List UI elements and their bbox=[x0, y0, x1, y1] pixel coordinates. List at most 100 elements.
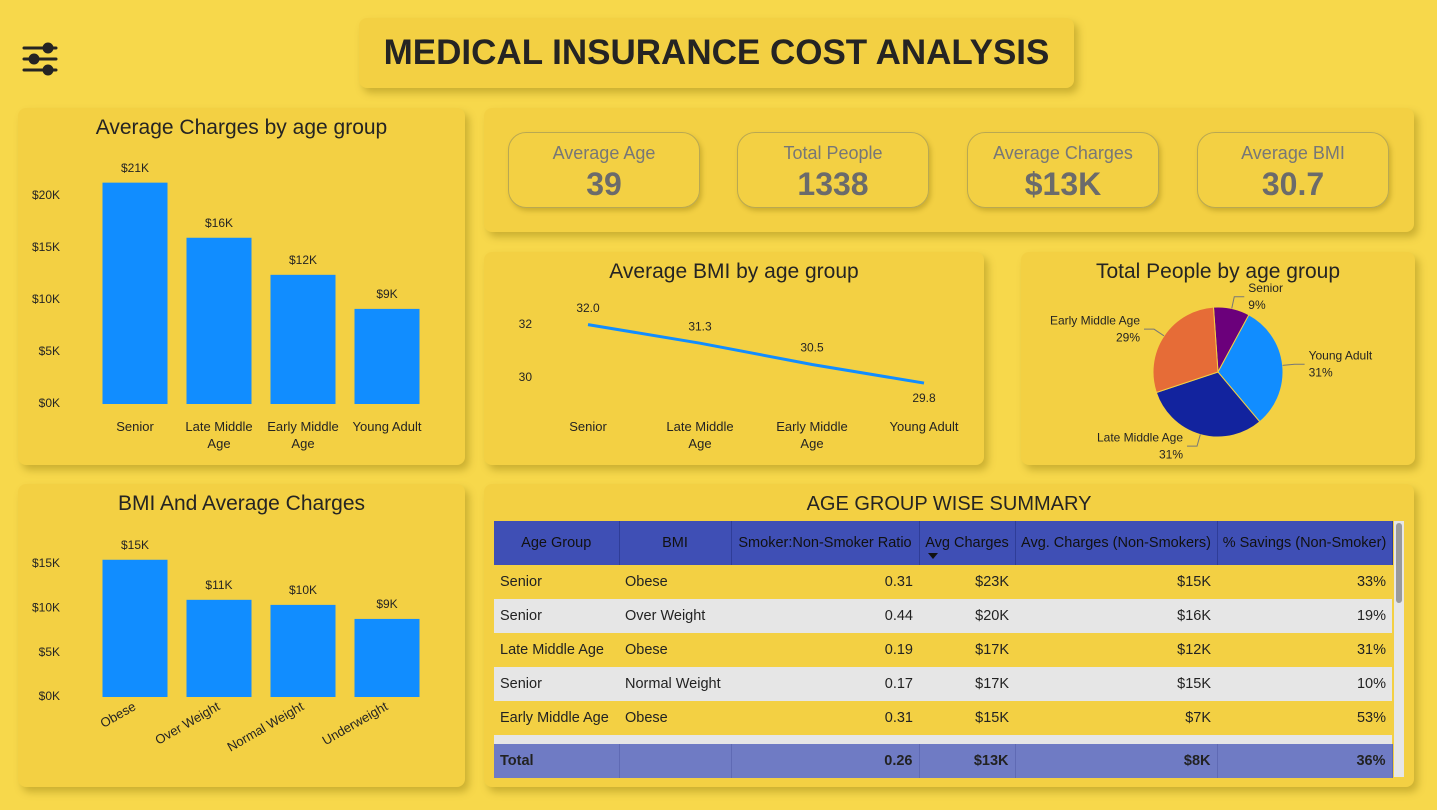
slice-label: Young Adult bbox=[1309, 348, 1373, 362]
slice-value: 31% bbox=[1309, 365, 1333, 379]
table-cell: 10% bbox=[1217, 667, 1392, 701]
chart: $0K $5K $10K $15K $20K $21K $16K $12K $9K bbox=[32, 161, 420, 410]
data-label: $9K bbox=[376, 597, 397, 611]
table-cell: 0.19 bbox=[884, 642, 913, 658]
bar bbox=[270, 274, 336, 404]
total-cell: $13K bbox=[919, 744, 1016, 778]
total-row: Total 0.26 $13K $8K 36% bbox=[494, 744, 1393, 778]
table-cell bbox=[619, 744, 732, 778]
chart-panel: BMI And Average Charges $0K $5K $10K $15K Ob… bbox=[18, 484, 465, 787]
table-row bbox=[494, 735, 1392, 744]
summary-table: Age Group BMI Smoker:Non-Smoker Ratio Avg C… bbox=[494, 521, 1393, 778]
table-row: Senior Over Weight 0.44 $20K $16K 19% bbox=[494, 599, 1392, 633]
kpi-value: $13K bbox=[1024, 166, 1102, 202]
data-label: $21K bbox=[121, 161, 149, 175]
table-cell: $16K bbox=[1015, 599, 1217, 633]
data-label: $10K bbox=[289, 583, 317, 597]
bar bbox=[102, 182, 168, 404]
table-cell: Early Middle Age bbox=[500, 710, 609, 726]
bar bbox=[102, 559, 168, 697]
kpi-label: Total People bbox=[783, 143, 883, 163]
y-tick-label: $5K bbox=[39, 645, 60, 659]
leader-line bbox=[1231, 296, 1245, 309]
data-label: $9K bbox=[376, 287, 397, 301]
y-tick-label: $10K bbox=[32, 292, 60, 306]
table-row: Senior Normal Weight 0.17 $17K $15K 10% bbox=[494, 667, 1392, 701]
data-label: $15K bbox=[121, 538, 149, 552]
kpi-label: Average Age bbox=[552, 143, 656, 163]
table-cell: Senior bbox=[494, 599, 619, 633]
title-box: MEDICAL INSURANCE COST ANALYSIS bbox=[359, 18, 1074, 88]
table-row: Senior Obese 0.31 $23K $15K 33% bbox=[494, 565, 1392, 599]
data-label: $12K bbox=[289, 253, 317, 267]
x-tick-label: Young Adult bbox=[889, 419, 959, 434]
column-header[interactable]: Smoker:Non-Smoker Ratio bbox=[731, 521, 920, 565]
x-tick-label: Early Middle Age bbox=[776, 419, 848, 451]
kpi-label: Average Charges bbox=[993, 143, 1133, 163]
sort-indicator bbox=[927, 553, 938, 559]
x-tick-label: Underweight bbox=[319, 698, 390, 748]
y-tick-label: $0K bbox=[39, 689, 60, 703]
chart-title: BMI And Average Charges bbox=[117, 492, 366, 515]
x-tick-label: Senior bbox=[116, 419, 154, 434]
y-tick-label: $5K bbox=[39, 344, 60, 358]
x-tick-label: Obese bbox=[98, 699, 139, 731]
line bbox=[587, 323, 925, 385]
kpi-card: Average Age 39 bbox=[508, 132, 700, 208]
total-cell: $8K bbox=[1015, 744, 1218, 778]
total-cell: 0.26 bbox=[731, 744, 920, 778]
data-label: 32.0 bbox=[576, 301, 600, 315]
leader-line bbox=[1144, 328, 1165, 337]
table-cell: $20K bbox=[919, 599, 1015, 633]
bar bbox=[186, 237, 252, 404]
table-cell: Senior bbox=[500, 574, 542, 590]
column-header[interactable]: Avg. Charges (Non-Smokers) bbox=[1015, 521, 1218, 565]
data-label: 31.3 bbox=[688, 319, 712, 333]
kpi-value: 30.7 bbox=[1261, 166, 1325, 202]
column-header[interactable]: Age Group bbox=[494, 521, 620, 565]
x-tick-label: Late Middle Age bbox=[185, 419, 253, 451]
y-tick-label: $15K bbox=[32, 556, 60, 570]
table-cell bbox=[494, 735, 1392, 744]
table-cell: Late Middle Age bbox=[500, 642, 604, 658]
chart-panel: Average BMI by age group 30 32 32.0 31.3 30.… bbox=[484, 252, 984, 465]
bar bbox=[354, 618, 420, 697]
kpi-value: 39 bbox=[586, 166, 622, 202]
table-cell: Normal Weight bbox=[619, 667, 731, 701]
pie-slice bbox=[1217, 314, 1284, 423]
scrollbar[interactable] bbox=[1394, 521, 1404, 777]
kpi-card: Average Charges $13K bbox=[967, 132, 1159, 208]
y-tick-label: $15K bbox=[32, 240, 60, 254]
table-cell: $17K bbox=[975, 642, 1009, 658]
table-cell: Obese bbox=[625, 642, 668, 658]
x-tick-label: Young Adult bbox=[352, 419, 422, 434]
table-row: Late Middle Age Obese 0.19 $17K $12K 31% bbox=[494, 633, 1392, 667]
slice-value: 31% bbox=[1159, 447, 1183, 461]
table-cell: $15K bbox=[1177, 574, 1211, 590]
chart-title: Average Charges by age group bbox=[95, 116, 388, 139]
chart-title: Average BMI by age group bbox=[609, 260, 859, 283]
data-label: $11K bbox=[205, 578, 232, 592]
x-tick-label: Senior bbox=[569, 419, 607, 434]
pie-slice bbox=[1155, 371, 1261, 438]
page-title: MEDICAL INSURANCE COST ANALYSIS bbox=[383, 33, 1050, 72]
bar bbox=[270, 604, 336, 697]
table-cell: $12K bbox=[1177, 642, 1211, 658]
table-cell: 53% bbox=[1356, 710, 1386, 726]
slice-label: Late Middle Age bbox=[1097, 430, 1183, 444]
table-cell: 31% bbox=[1356, 642, 1386, 658]
total-cell: 36% bbox=[1217, 744, 1393, 778]
header-row: Age Group BMI Smoker:Non-Smoker Ratio Avg C… bbox=[494, 521, 1393, 565]
table-cell: Obese bbox=[625, 710, 668, 726]
table-cell: $17K bbox=[919, 667, 1015, 701]
table-row: Early Middle Age Obese 0.31 $15K $7K 53% bbox=[494, 701, 1392, 735]
chart: $0K $5K $10K $15K Obese Over Weight Normal Wei… bbox=[32, 538, 420, 754]
column-header[interactable]: BMI bbox=[619, 521, 732, 565]
column-header[interactable]: % Savings (Non-Smoker) bbox=[1217, 521, 1393, 565]
column-header[interactable]: Avg Charges bbox=[919, 521, 1016, 565]
scroll-thumb[interactable] bbox=[1396, 523, 1402, 603]
data-label: $16K bbox=[205, 216, 233, 230]
filter-icon[interactable] bbox=[22, 42, 58, 76]
kpi-card: Average BMI 30.7 bbox=[1197, 132, 1389, 208]
chart-panel: Total People by age group Senior 9% Young … bbox=[1021, 252, 1415, 465]
